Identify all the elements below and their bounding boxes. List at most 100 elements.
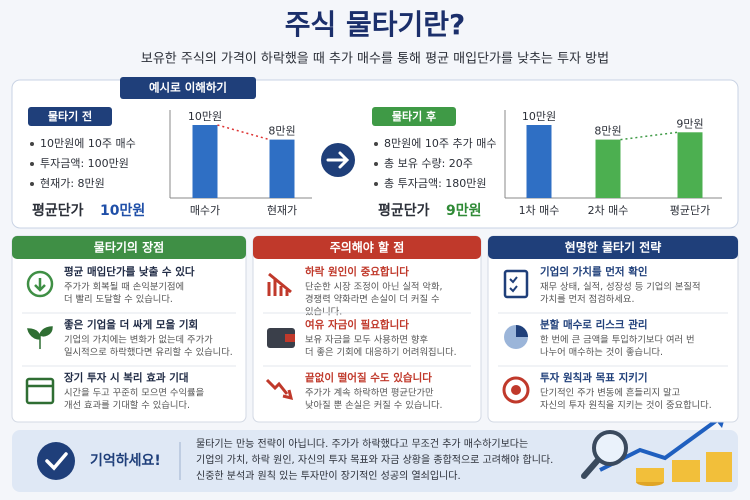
reminder-line: 신중한 분석과 원칙 있는 투자만이 장기적인 성공의 열쇠입니다. (196, 469, 461, 482)
reminder-line: 물타기는 만능 전략이 아닙니다. 주가가 하락했다고 무조건 추가 매수하기보… (196, 437, 528, 450)
after-avg-value: 9만원 (446, 203, 482, 219)
item-text: 재무 상태, 실적, 성장성 등 기업의 본질적 (540, 281, 701, 293)
coin-stack (672, 460, 700, 482)
item-heading: 평균 매입단가를 낮출 수 있다 (64, 265, 195, 278)
item-icon (25, 377, 55, 405)
bar (595, 139, 621, 198)
example-item: 총 투자금액: 180만원 (384, 177, 487, 190)
icon (25, 377, 55, 405)
item-text: 주가가 회복될 때 손익분기점에 (64, 281, 184, 293)
icon (26, 270, 54, 298)
arrow-icon (326, 151, 350, 169)
bar (526, 125, 552, 198)
bar-value-label: 8만원 (268, 125, 295, 138)
trend-dotted-line (217, 124, 270, 141)
panel-title: 주의해야 할 점 (330, 240, 405, 255)
example-item: 총 보유 수량: 20주 (384, 157, 473, 170)
decoration (581, 414, 732, 486)
coin-stack (706, 452, 732, 482)
after-avg-label: 평균단가 (378, 202, 430, 219)
check-circle (37, 442, 75, 480)
before-badge-label: 물타기 전 (48, 109, 92, 123)
check-icon (45, 452, 68, 471)
item-text: 더 좋은 기회에 대응하기 어려워집니다. (305, 346, 457, 358)
bullet (30, 162, 34, 166)
item-icon (503, 269, 529, 299)
item-heading: 투자 원칙과 목표 지키기 (540, 371, 648, 384)
item-icon (267, 272, 292, 296)
after-badge-label: 물타기 후 (392, 109, 436, 123)
bar-category-label: 2차 매수 (588, 204, 629, 217)
example-tab (120, 77, 256, 99)
reminder-title: 기억하세요! (90, 452, 161, 469)
bar-value-label: 10만원 (188, 110, 222, 123)
before-avg-label: 평균단가 (32, 202, 84, 219)
item-text: 더 빨리 도달할 수 있습니다. (64, 293, 173, 305)
icon (267, 272, 292, 296)
bar-category-label: 매수가 (190, 204, 220, 217)
item-heading: 좋은 기업을 더 싸게 모을 기회 (64, 318, 198, 331)
icon (27, 326, 53, 349)
item-text: 시간을 두고 꾸준히 모으면 수익률을 (64, 387, 205, 399)
item-heading: 분할 매수로 리스크 관리 (540, 318, 648, 331)
icon (502, 376, 530, 404)
bullet (374, 182, 378, 186)
icon (285, 334, 295, 342)
icon (265, 378, 294, 401)
example-tab-label: 예시로 이해하기 (149, 81, 227, 95)
subtitle: 보유한 주식의 가격이 하락했을 때 추가 매수를 통해 평균 매입단가를 낮추… (141, 51, 609, 67)
example-item: 현재가: 8만원 (40, 177, 105, 190)
item-icon (504, 325, 528, 349)
bar-category-label: 평균단가 (670, 204, 710, 217)
item-text: 있습니다. (305, 306, 342, 318)
title: 주식 물타기란? (285, 8, 466, 41)
panel-title: 현명한 물타기 전략 (565, 240, 662, 255)
bullet (30, 142, 34, 146)
bar-value-label: 8만원 (594, 125, 621, 138)
icon (516, 325, 528, 337)
example-item: 10만원에 10주 매수 (40, 137, 136, 150)
item-text: 경쟁력 약화라면 손실이 더 커질 수 (305, 293, 440, 305)
item-icon (265, 378, 294, 401)
coin-stack (636, 468, 664, 482)
icon (503, 269, 529, 299)
reminder-line: 기업의 가치, 하락 원인, 자신의 투자 목표와 자금 상황을 종합적으로 고… (196, 453, 553, 466)
icon (34, 278, 46, 292)
item-heading: 장기 투자 시 복리 효과 기대 (64, 371, 189, 384)
example-item: 8만원에 10주 추가 매수 (384, 137, 496, 150)
item-text: 단기적인 주가 변동에 흔들리지 말고 (540, 387, 681, 399)
bar (269, 139, 295, 198)
after-badge (372, 107, 456, 126)
item-icon (26, 270, 54, 298)
icon (509, 276, 518, 293)
example-item: 투자금액: 100만원 (40, 157, 129, 170)
item-text: 나누어 매수하는 것이 좋습니다. (540, 347, 663, 358)
magnifier-handle (581, 457, 601, 479)
reminder-box (12, 430, 738, 492)
item-text: 낮아질 뿐 손실은 커질 수 있습니다. (305, 399, 442, 411)
item-heading: 여유 자금이 필요합니다 (305, 318, 409, 331)
magnifier (592, 430, 628, 466)
before-badge (28, 107, 112, 126)
item-text: 개선 효과를 기대할 수 있습니다. (64, 399, 190, 411)
item-icon (502, 376, 530, 404)
bullet (374, 142, 378, 146)
item-heading: 끝없이 떨어질 수도 있습니다 (305, 371, 432, 384)
item-text: 보유 자금을 모두 사용하면 향후 (305, 334, 428, 346)
item-icon (27, 326, 53, 349)
item-text: 단순한 시장 조정이 아닌 실적 악화, (305, 281, 443, 293)
item-heading: 기업의 가치를 먼저 확인 (540, 265, 648, 278)
item-text: 일시적으로 하락했다면 유리할 수 있습니다. (64, 346, 233, 358)
bar (192, 125, 218, 198)
item-text: 자신의 투자 원칙을 지키는 것이 중요합니다. (540, 400, 712, 411)
item-text: 기업의 가치에는 변화가 없는데 주가가 (64, 334, 213, 346)
item-heading: 하락 원인이 중요합니다 (305, 265, 409, 278)
panel-header (488, 236, 738, 259)
item-text: 가치를 먼저 점검하세요. (540, 293, 634, 305)
item-icon (267, 328, 295, 348)
bullet (374, 162, 378, 166)
panel-header (253, 236, 481, 259)
before-avg-value: 10만원 (100, 203, 145, 219)
